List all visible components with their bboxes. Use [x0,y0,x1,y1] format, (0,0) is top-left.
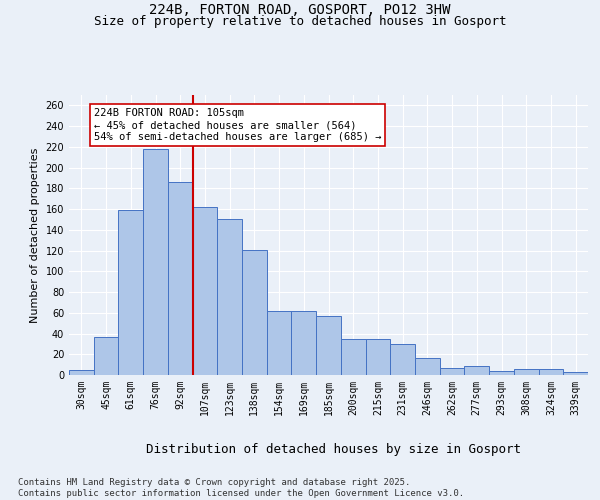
Text: 224B FORTON ROAD: 105sqm
← 45% of detached houses are smaller (564)
54% of semi-: 224B FORTON ROAD: 105sqm ← 45% of detach… [94,108,381,142]
Bar [69,370,94,375]
Bar [489,371,514,375]
Bar [341,338,365,375]
Bar [143,149,168,375]
Bar [94,336,118,375]
Bar [514,369,539,375]
Y-axis label: Number of detached properties: Number of detached properties [30,148,40,322]
Bar [118,210,143,375]
Bar [242,250,267,375]
Bar [390,344,415,375]
Bar [316,316,341,375]
Bar [464,366,489,375]
Bar [168,182,193,375]
Text: 224B, FORTON ROAD, GOSPORT, PO12 3HW: 224B, FORTON ROAD, GOSPORT, PO12 3HW [149,2,451,16]
Bar [365,338,390,375]
Bar [217,220,242,375]
Bar [563,372,588,375]
Bar [292,310,316,375]
Bar [193,207,217,375]
Text: Contains HM Land Registry data © Crown copyright and database right 2025.
Contai: Contains HM Land Registry data © Crown c… [18,478,464,498]
Text: Distribution of detached houses by size in Gosport: Distribution of detached houses by size … [146,442,521,456]
Bar [539,369,563,375]
Bar [415,358,440,375]
Bar [440,368,464,375]
Bar [267,310,292,375]
Text: Size of property relative to detached houses in Gosport: Size of property relative to detached ho… [94,15,506,28]
